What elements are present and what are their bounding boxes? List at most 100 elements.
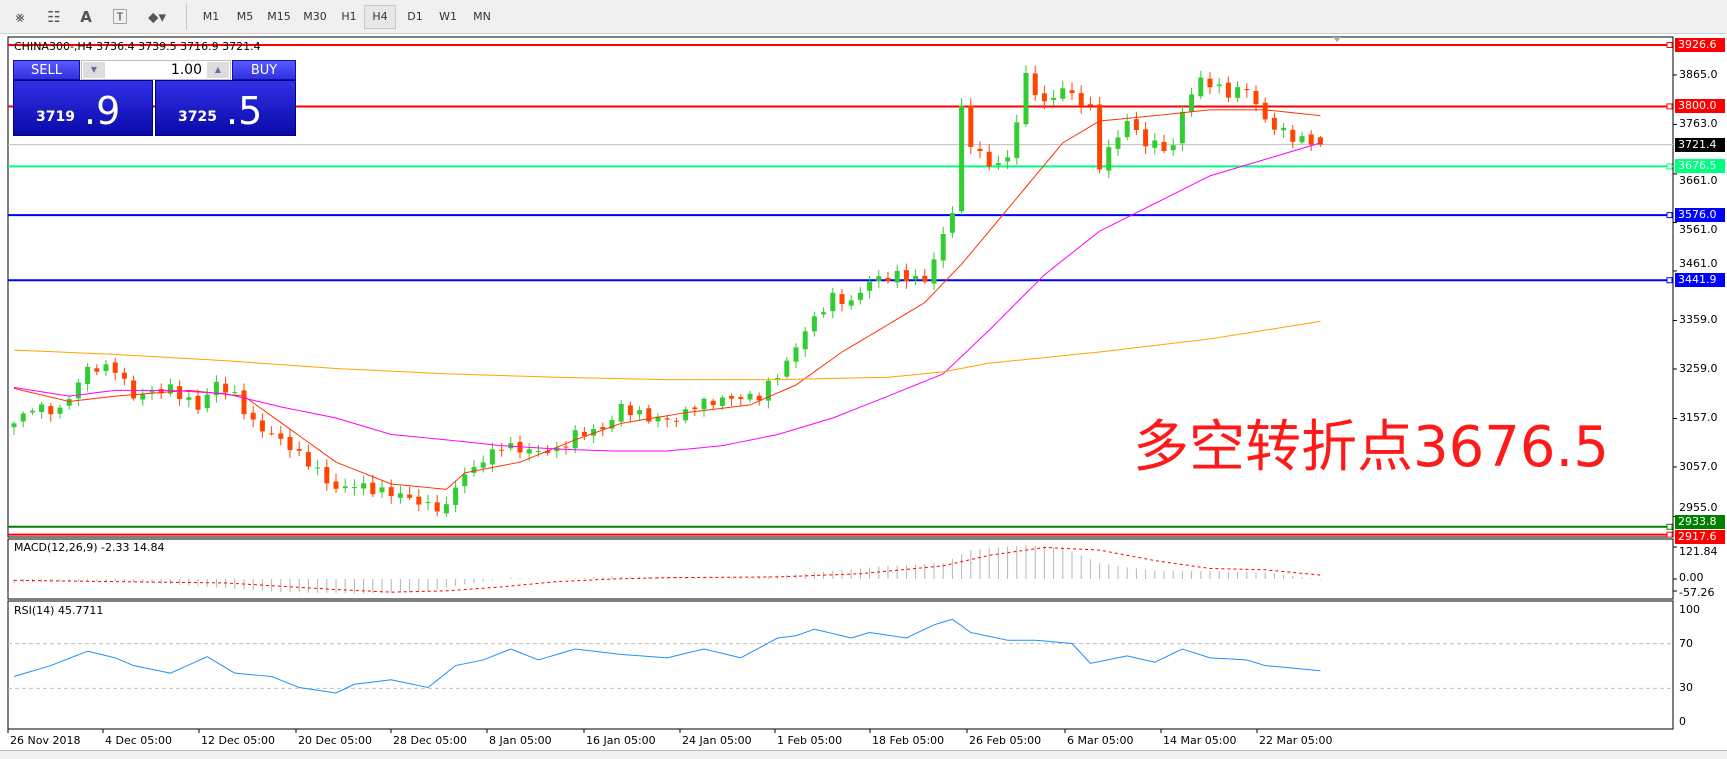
arrows-dropdown-icon[interactable]: ⬥▾: [147, 8, 167, 26]
candle-body: [434, 502, 440, 512]
candle-body: [195, 395, 201, 410]
candle-body: [296, 449, 302, 451]
timeframe-w1-button[interactable]: W1: [439, 10, 457, 23]
candle-body: [489, 449, 495, 465]
candle-body: [241, 390, 247, 415]
candle-body: [370, 482, 376, 495]
candle: [1023, 65, 1029, 127]
candle: [995, 155, 1001, 170]
volume-spinner[interactable]: ▼ 1.00 ▲: [81, 60, 231, 80]
rsi-label: RSI(14) 45.7711: [14, 604, 104, 617]
candle-body: [811, 316, 817, 332]
time-axis-label: 1 Feb 05:00: [777, 734, 843, 747]
price-tag-3800.0: 3800.0: [1675, 99, 1725, 114]
buy-price-box[interactable]: 3725 .5: [155, 80, 296, 136]
timeframe-d1-button[interactable]: D1: [407, 10, 423, 23]
candle: [259, 413, 265, 438]
candle: [1207, 72, 1213, 95]
indicators-icon[interactable]: ⨳: [15, 8, 25, 26]
line-handle[interactable]: [1666, 523, 1673, 530]
candle-body: [204, 394, 210, 409]
candle: [57, 404, 63, 419]
candle-body: [250, 412, 256, 420]
timeframe-mn-button[interactable]: MN: [473, 10, 491, 23]
buy-price-main: 3725: [178, 109, 217, 125]
periods-separator-icon[interactable]: ☷: [47, 8, 61, 26]
timeframe-h4-button[interactable]: H4: [364, 5, 396, 29]
candle: [186, 391, 192, 408]
candle: [1170, 138, 1176, 157]
candle-body: [1216, 84, 1222, 87]
candle-body: [1023, 72, 1029, 125]
candle: [1271, 112, 1277, 136]
candle: [453, 480, 459, 513]
text-icon[interactable]: A: [80, 8, 92, 26]
candle-body: [213, 381, 219, 396]
candle: [1317, 135, 1323, 147]
candle-body: [66, 399, 72, 406]
candle-body: [535, 450, 541, 452]
line-handle[interactable]: [1666, 212, 1673, 219]
candle: [683, 406, 689, 424]
rsi-line: [13, 618, 1321, 694]
candle-body: [637, 410, 643, 415]
candle-body: [480, 462, 486, 468]
rsi-axis-label: 30: [1679, 681, 1693, 695]
candle: [894, 264, 900, 289]
candle: [545, 445, 551, 456]
candle-body: [361, 483, 367, 489]
chart-shift-marker[interactable]: [1333, 37, 1341, 42]
line-handle[interactable]: [1666, 531, 1673, 538]
candle-body: [1078, 93, 1084, 107]
price-axis-label: 3057.0: [1679, 460, 1718, 474]
candle-body: [922, 275, 928, 282]
time-axis-label: 18 Feb 05:00: [872, 734, 945, 747]
candle: [581, 426, 587, 441]
moving-average-line: [13, 320, 1321, 381]
candle-body: [177, 386, 183, 400]
candle: [1041, 85, 1047, 110]
candle: [1069, 82, 1075, 100]
candle: [738, 394, 744, 406]
rsi-panel-border: [7, 600, 1674, 730]
candle-body: [526, 449, 532, 454]
line-handle[interactable]: [1666, 277, 1673, 284]
candle: [729, 393, 735, 407]
candle: [1032, 65, 1038, 101]
sell-button[interactable]: SELL: [13, 60, 80, 80]
main-panel-border: [7, 36, 1674, 538]
line-handle[interactable]: [1666, 103, 1673, 110]
candle-body: [186, 397, 192, 400]
buy-button[interactable]: BUY: [232, 60, 296, 80]
candle-body: [545, 450, 551, 454]
candle: [1281, 122, 1287, 139]
candle-body: [20, 413, 26, 422]
rsi-axis-label: 0: [1679, 715, 1686, 728]
text-label-icon[interactable]: 🅃: [112, 8, 128, 26]
sell-price-box[interactable]: 3719 .9: [13, 80, 153, 136]
volume-down-icon[interactable]: ▼: [83, 62, 105, 78]
timeframe-m1-button[interactable]: M1: [202, 10, 220, 23]
candle: [719, 395, 725, 411]
candle-body: [1161, 141, 1167, 151]
candle-body: [140, 393, 146, 400]
price-tag-3576.0: 3576.0: [1675, 208, 1725, 223]
volume-input[interactable]: 1.00: [170, 62, 202, 78]
candle-body: [259, 420, 265, 432]
candle: [1087, 96, 1093, 111]
candle-body: [940, 233, 946, 261]
timeframe-m30-button[interactable]: M30: [303, 10, 327, 23]
candle-body: [1014, 122, 1020, 159]
candle-body: [471, 467, 477, 473]
volume-up-icon[interactable]: ▲: [207, 62, 229, 78]
timeframe-m15-button[interactable]: M15: [267, 10, 291, 23]
timeframe-m5-button[interactable]: M5: [236, 10, 254, 23]
candle: [140, 388, 146, 406]
time-axis-label: 12 Dec 05:00: [201, 734, 275, 747]
line-handle[interactable]: [1666, 42, 1673, 48]
chart-tabs-bar: [0, 750, 1727, 759]
candle: [103, 360, 109, 376]
timeframe-h1-button[interactable]: H1: [341, 10, 357, 23]
line-handle[interactable]: [1666, 163, 1673, 170]
